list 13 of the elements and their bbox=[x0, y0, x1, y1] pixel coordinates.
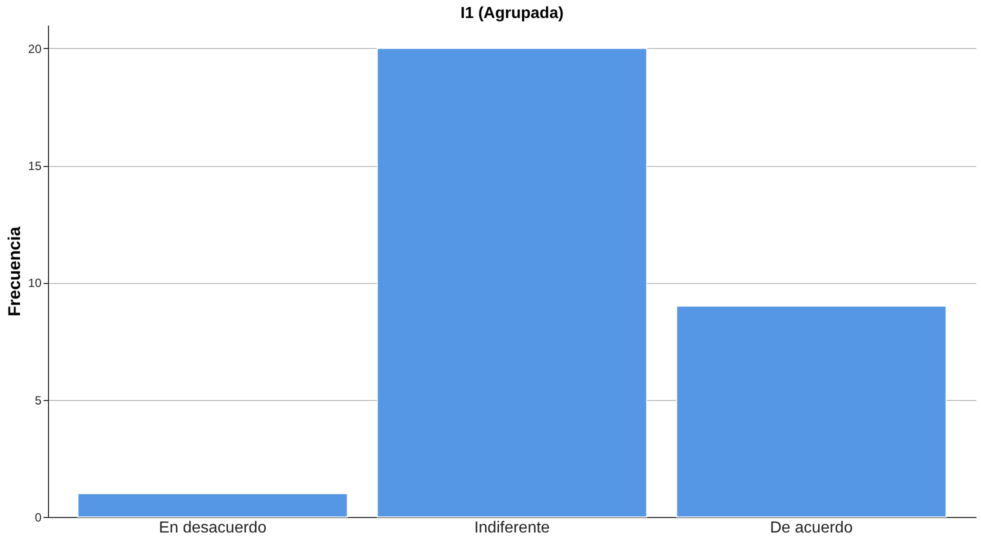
bar bbox=[77, 493, 348, 518]
y-tick-label: 5 bbox=[34, 393, 42, 408]
x-tick-label: Indiferente bbox=[474, 520, 550, 536]
x-tick-label: De acuerdo bbox=[770, 520, 853, 536]
bar bbox=[676, 306, 947, 518]
y-tick-label: 10 bbox=[28, 276, 42, 290]
x-tick-label: En desacuerdo bbox=[158, 520, 267, 536]
bar bbox=[376, 48, 648, 518]
y-tick-label: 15 bbox=[28, 159, 42, 174]
chart-title: I1 (Agrupada) bbox=[460, 5, 564, 22]
y-axis-title: Frecuencia bbox=[5, 226, 24, 316]
y-tick-label: 20 bbox=[28, 42, 42, 56]
y-tick-label: 0 bbox=[34, 510, 42, 524]
